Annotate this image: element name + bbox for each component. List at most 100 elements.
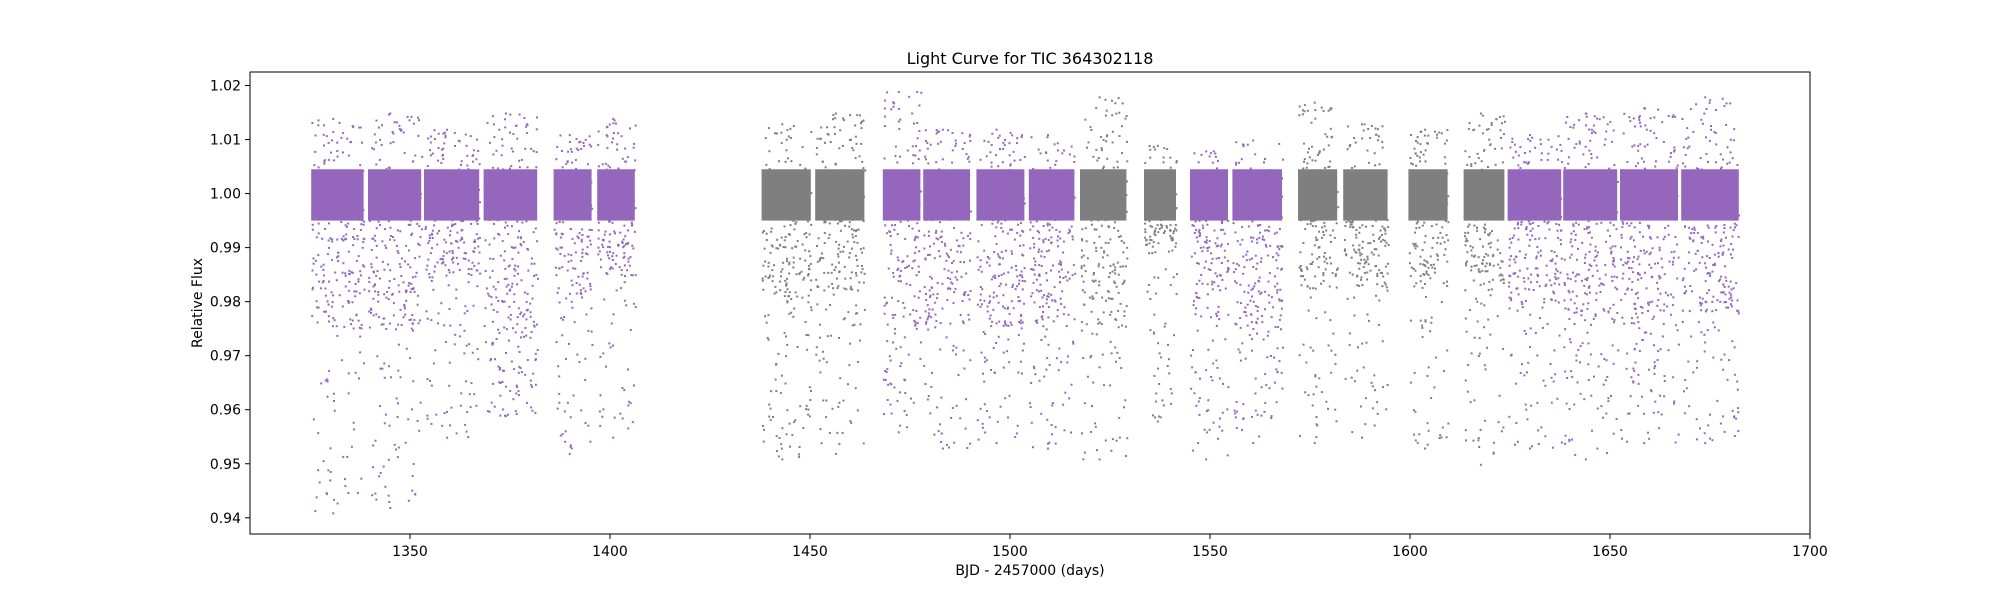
data-point: [1667, 294, 1669, 297]
data-point: [359, 126, 362, 129]
data-point: [363, 220, 366, 223]
data-point: [854, 230, 857, 233]
data-point: [634, 159, 637, 162]
data-point: [920, 190, 922, 193]
data-point: [416, 294, 419, 297]
data-point: [1300, 284, 1303, 287]
data-point: [778, 160, 780, 163]
data-point: [360, 323, 363, 326]
data-point: [322, 133, 325, 136]
data-point: [1055, 160, 1058, 163]
data-point: [1116, 261, 1119, 264]
data-point: [345, 209, 348, 212]
data-point: [1689, 108, 1692, 111]
data-point: [1102, 165, 1105, 168]
data-point: [1577, 273, 1580, 276]
data-point: [792, 220, 795, 223]
data-point: [1276, 282, 1279, 285]
data-point: [810, 309, 813, 312]
data-point: [1115, 360, 1117, 363]
data-point: [1527, 162, 1529, 165]
data-point: [1105, 214, 1108, 217]
data-point: [820, 126, 823, 129]
data-point: [905, 414, 908, 417]
data-point: [1268, 169, 1271, 172]
data-point: [767, 261, 770, 264]
data-point: [1635, 312, 1638, 315]
data-point: [1738, 214, 1741, 217]
data-point: [1536, 273, 1539, 276]
data-point: [400, 324, 403, 326]
data-point: [1049, 166, 1052, 169]
data-point: [337, 213, 339, 216]
data-point: [844, 197, 847, 200]
data-point: [317, 124, 320, 127]
data-point: [1260, 192, 1263, 195]
data-point: [1706, 329, 1709, 332]
data-point: [518, 365, 521, 368]
data-point: [1606, 229, 1609, 232]
data-point: [412, 329, 414, 332]
data-point: [900, 362, 903, 365]
data-point: [1030, 181, 1033, 184]
data-point: [923, 234, 926, 237]
data-point: [1584, 253, 1587, 256]
data-point: [503, 278, 506, 281]
data-point: [402, 192, 405, 195]
data-point: [1584, 145, 1587, 148]
data-point: [856, 312, 858, 315]
data-point: [1637, 321, 1640, 324]
data-segment: [1620, 107, 1680, 445]
data-point: [398, 290, 401, 293]
data-point: [981, 422, 984, 425]
data-point: [1593, 259, 1596, 262]
data-point: [1625, 367, 1628, 370]
data-point: [1308, 213, 1311, 215]
data-point: [1197, 161, 1200, 164]
data-point: [952, 344, 955, 347]
data-point: [502, 408, 505, 411]
data-point: [1331, 190, 1333, 193]
data-point: [1046, 207, 1048, 210]
data-point: [785, 335, 787, 338]
data-point: [1115, 285, 1118, 288]
data-point: [581, 234, 584, 236]
data-point: [1327, 407, 1329, 410]
data-point: [536, 323, 538, 326]
data-point: [1323, 252, 1326, 254]
data-point: [967, 234, 969, 237]
data-point: [945, 336, 948, 339]
data-point: [1531, 234, 1534, 237]
data-point: [566, 269, 569, 272]
data-point: [771, 269, 774, 272]
data-point: [816, 285, 819, 288]
data-point: [1252, 328, 1255, 330]
data-point: [1700, 199, 1703, 202]
data-point: [585, 252, 587, 255]
data-point: [526, 292, 529, 295]
data-point: [1196, 262, 1199, 264]
data-point: [991, 320, 994, 323]
data-point: [588, 196, 591, 199]
data-point: [333, 498, 336, 501]
data-point: [464, 216, 467, 219]
data-point: [1511, 217, 1514, 220]
data-point: [1277, 254, 1280, 257]
data-point: [1046, 136, 1049, 139]
data-point: [575, 167, 578, 170]
data-point: [897, 267, 900, 270]
data-point: [1160, 179, 1163, 182]
data-point: [368, 310, 371, 313]
data-point: [1660, 257, 1663, 260]
data-point: [892, 272, 895, 274]
data-point: [1168, 201, 1171, 204]
data-point: [400, 198, 403, 201]
data-point: [1639, 125, 1642, 128]
data-point: [630, 274, 633, 276]
data-point: [1649, 251, 1652, 254]
data-point: [941, 128, 944, 131]
data-point: [900, 187, 903, 190]
data-point: [1527, 161, 1530, 164]
data-point: [1575, 195, 1578, 198]
data-point: [627, 404, 630, 407]
